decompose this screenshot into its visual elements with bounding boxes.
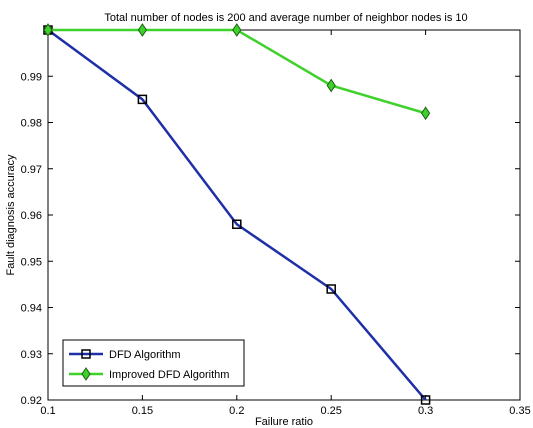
y-tick-label: 0.94: [21, 303, 42, 315]
data-point: [420, 395, 431, 405]
x-tick-label: 0.25: [320, 405, 341, 417]
data-point: [43, 23, 53, 37]
y-tick-label: 0.92: [21, 395, 42, 407]
data-point: [326, 78, 336, 93]
data-point: [232, 23, 242, 37]
data-point: [420, 106, 431, 121]
x-tick-label: 0.2: [229, 405, 244, 417]
data-point: [326, 284, 336, 294]
data-point: [232, 219, 242, 229]
series-1: [43, 25, 431, 405]
x-tick-label: 0.1: [40, 405, 55, 417]
y-axis: 0.92 0.93 0.94 0.95 0.96 0.97 0.98 0.99: [21, 71, 520, 407]
y-axis-label: Fault diagnosis accuracy: [5, 154, 17, 276]
y-tick-label: 0.96: [21, 210, 42, 222]
x-tick-label: 0.3: [418, 405, 433, 417]
legend-entry: DFD Algorithm: [69, 349, 181, 361]
chart-title: Total number of nodes is 200 and average…: [104, 12, 467, 24]
legend: DFD Algorithm Improved DFD Algorithm: [62, 339, 245, 387]
series-line: [47, 28, 427, 401]
y-tick-label: 0.98: [21, 118, 42, 130]
y-tick-label: 0.93: [21, 349, 42, 361]
x-tick-label: 0.35: [509, 405, 530, 417]
plot-area: [47, 29, 521, 401]
y-tick-label: 0.99: [21, 71, 42, 83]
data-point: [137, 23, 148, 37]
series-layer: [43, 23, 431, 405]
legend-label: DFD Algorithm: [109, 349, 181, 361]
legend-marker: [81, 349, 91, 359]
legend-marker: [81, 367, 91, 381]
legend-entry: Improved DFD Algorithm: [69, 367, 229, 381]
x-tick-label: 0.15: [132, 405, 153, 417]
legend-label: Improved DFD Algorithm: [109, 369, 229, 381]
y-tick-label: 0.97: [21, 164, 42, 176]
y-tick-label: 0.95: [21, 256, 42, 268]
series-2: [43, 23, 431, 121]
legend-box: [62, 339, 245, 387]
x-axis-label: Failure ratio: [255, 416, 313, 428]
data-point: [137, 94, 148, 105]
